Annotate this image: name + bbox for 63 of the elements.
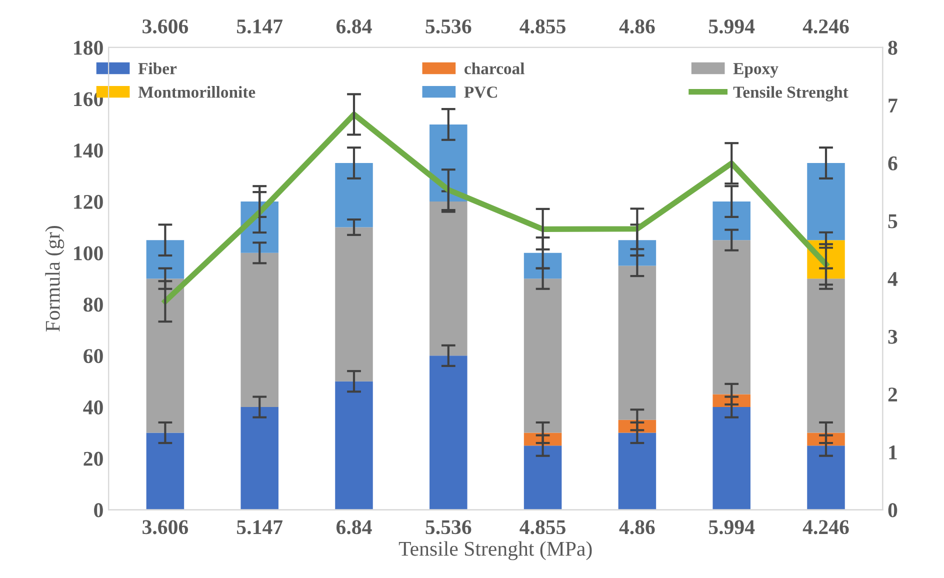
y2-tick-label: 1 (889, 445, 897, 460)
bar (807, 162, 845, 240)
y-tick-label: 140 (74, 144, 103, 158)
x-tick-label: 4.246 (802, 520, 849, 534)
x-tick-label: 4.86 (619, 520, 655, 534)
bar (240, 407, 278, 510)
y-tick-label: 100 (74, 246, 103, 260)
legend-label: Montmorillonite (138, 86, 256, 98)
x-tick-label: 5.536 (426, 520, 472, 534)
bar (146, 432, 184, 510)
y2-tick-label: 6 (888, 156, 898, 170)
bar (712, 202, 750, 240)
x-tick-label: 5.147 (236, 520, 283, 534)
x-tick-label: 4.855 (520, 520, 566, 534)
bar (335, 381, 373, 510)
x-tick-label: 6.84 (336, 520, 372, 534)
legend-label: Epoxy (733, 63, 778, 78)
y-tick-label: 20 (84, 452, 103, 466)
bar (712, 407, 750, 510)
legend-label: PVC (464, 86, 497, 98)
category-label: 4.246 (802, 19, 849, 34)
bar (712, 240, 750, 394)
y-tick-label: 0 (94, 503, 103, 518)
category-label: 4.86 (619, 19, 655, 34)
category-label: 3.606 (142, 19, 188, 34)
x-tick-label: 3.606 (142, 520, 188, 534)
y-tick-label: 180 (74, 40, 103, 55)
bar (335, 227, 373, 382)
x-axis-title: Tensile Strenght (MPa) (398, 541, 592, 560)
bar (240, 252, 278, 408)
y2-tick-label: 5 (888, 214, 898, 228)
y-tick-label: 80 (84, 298, 103, 312)
bar (524, 278, 562, 433)
legend-label: Tensile Strenght (733, 86, 848, 102)
y-tick-label: 60 (84, 349, 103, 364)
bar (524, 446, 562, 510)
y2-tick-label: 0 (888, 503, 898, 518)
y2-tick-label: 4 (888, 272, 898, 286)
bar (807, 446, 845, 510)
legend-label: charcoal (464, 62, 524, 74)
category-label: 5.147 (236, 19, 283, 34)
bar (146, 240, 184, 279)
bar (335, 162, 373, 228)
category-label: 6.84 (336, 19, 372, 34)
y-tick-label: 40 (83, 400, 103, 414)
y2-tick-label: 7 (888, 98, 898, 112)
legend-label: Fiber (138, 62, 177, 74)
y2-tick-label: 3 (888, 330, 898, 344)
bar (807, 278, 845, 433)
y-tick-label: 120 (74, 194, 103, 209)
bar (618, 266, 656, 420)
x-tick-label: 5.994 (708, 520, 755, 534)
bar (430, 202, 468, 356)
y2-tick-label: 8 (888, 40, 898, 55)
category-label: 5.536 (426, 19, 472, 34)
bar (146, 278, 184, 433)
category-label: 4.855 (520, 19, 566, 34)
y2-tick-label: 2 (888, 388, 898, 402)
category-label: 5.994 (708, 19, 755, 34)
bar (430, 356, 468, 510)
bar (618, 432, 656, 510)
bar (524, 252, 562, 279)
y-axis-title: Formula (gr) (45, 226, 64, 332)
